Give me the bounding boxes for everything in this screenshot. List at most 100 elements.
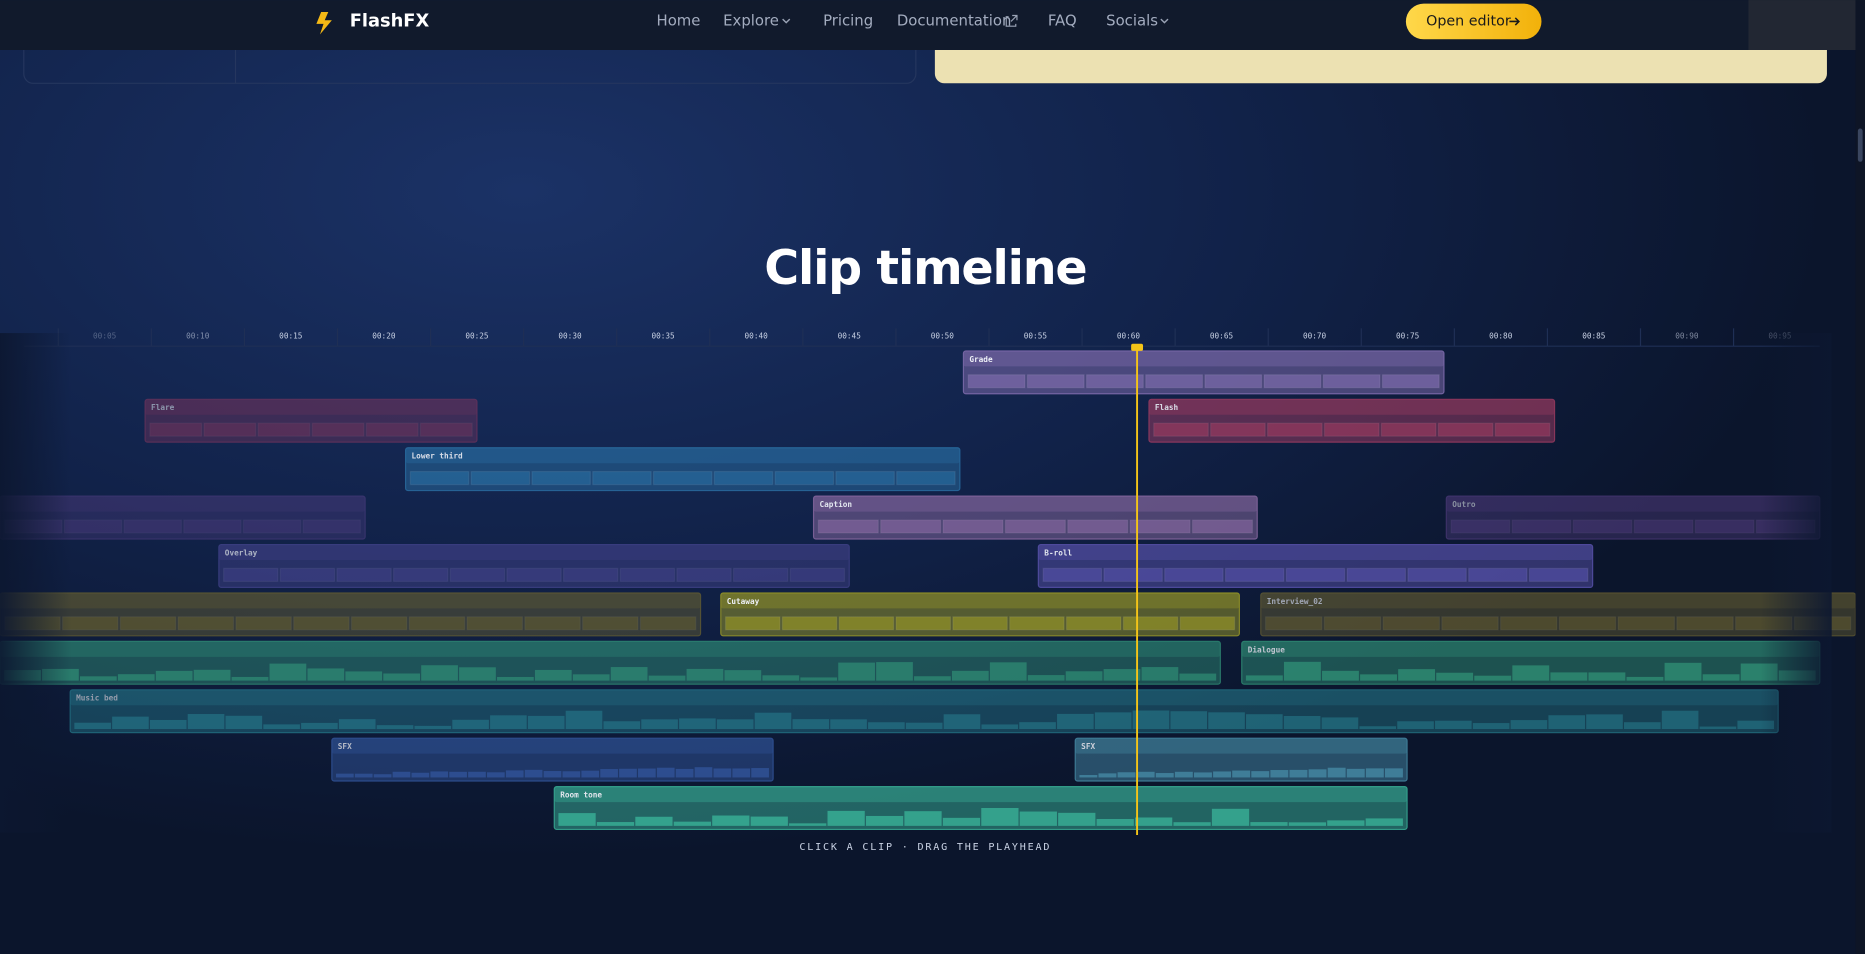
clip-header (331, 738, 774, 754)
nav-shade (1748, 0, 1865, 51)
scrollbar-thumb[interactable] (1857, 128, 1863, 162)
waveform-bar (1193, 772, 1212, 778)
clip[interactable]: Overlay (218, 543, 850, 588)
clip[interactable]: Room tone (553, 786, 1408, 831)
clip-header (0, 641, 1221, 657)
waveform-bar (193, 669, 231, 681)
waveform-bar (1155, 773, 1174, 778)
clip-frame (896, 470, 956, 486)
clip[interactable] (0, 640, 1221, 685)
waveform-bar (1435, 720, 1472, 730)
waveform-bar (534, 669, 572, 681)
waveform-bar (155, 670, 193, 681)
waveform-bar (263, 724, 300, 730)
nav-link[interactable]: Socials (1106, 11, 1158, 29)
clip[interactable]: SFX (1074, 737, 1408, 782)
clip[interactable]: Music bed (69, 689, 1779, 734)
waveform-bar (1019, 811, 1057, 826)
chevron (782, 18, 791, 24)
clip-frame (279, 567, 336, 583)
clip[interactable]: B-roll (1037, 543, 1594, 588)
waveform-bar (543, 771, 562, 778)
clip[interactable] (0, 592, 702, 637)
clip[interactable]: Flash (1148, 398, 1556, 443)
clip-frame (1381, 374, 1440, 389)
clip[interactable]: SFX (331, 737, 774, 782)
clip[interactable]: Outro (1445, 495, 1821, 540)
clip-frame (1323, 422, 1380, 437)
clip[interactable]: Interview_02 (1260, 592, 1857, 637)
waveform-bar (638, 768, 656, 778)
clip-frame (1633, 519, 1694, 534)
cta-button[interactable] (1405, 3, 1542, 40)
clip[interactable]: Lower third (404, 447, 961, 492)
clip-frame (124, 519, 182, 534)
clip-frame (942, 519, 1004, 534)
clip[interactable]: Grade (962, 350, 1445, 395)
nav-link[interactable]: Pricing (823, 11, 873, 29)
nav-links: Home Explore Pricing Documentation FAQ Social… (657, 11, 1159, 29)
clip-frame (1468, 567, 1528, 583)
waveform-bar (572, 674, 610, 681)
ruler-label: 00:90 (1675, 332, 1699, 341)
clip-frame (466, 616, 524, 631)
clip-frame (1676, 616, 1734, 631)
waveform-bar (686, 668, 724, 681)
waveform-bar (338, 719, 376, 730)
waveform-bar (1512, 665, 1550, 681)
waveform-bar (603, 721, 641, 730)
clip-frame (1122, 616, 1179, 631)
clip[interactable]: Caption (812, 495, 1258, 540)
waveform-bar (981, 724, 1019, 730)
waveform-bar (679, 718, 716, 730)
waveform-bar (648, 675, 686, 681)
waveform-bar (1174, 771, 1193, 778)
waveform-bar (1170, 711, 1208, 730)
clip[interactable]: Cutaway (720, 592, 1240, 637)
waveform-bar (1385, 768, 1403, 778)
nav-link[interactable]: Documentation (897, 11, 1012, 29)
waveform-bar (414, 725, 452, 730)
clip-header (1260, 592, 1856, 609)
waveform-bar (581, 770, 600, 778)
clip-frame (303, 519, 361, 534)
clip-frame (1224, 567, 1285, 583)
waveform-bar (1737, 720, 1775, 730)
clip[interactable]: Flare (144, 398, 478, 443)
brand-name[interactable]: FlashFX (350, 10, 430, 31)
edge-fade (0, 333, 72, 833)
clip-header (1241, 641, 1820, 657)
waveform-bar (673, 821, 711, 826)
waveform-bar (1664, 662, 1702, 681)
nav-link[interactable]: Home (657, 11, 701, 29)
waveform-bar (1510, 720, 1548, 730)
waveform-bar (1173, 822, 1211, 826)
clip[interactable]: Dialogue (1241, 640, 1821, 685)
clip-frame (183, 519, 242, 534)
nav-link[interactable]: FAQ (1048, 11, 1077, 29)
waveform-bar (827, 810, 865, 826)
waveform-bar (1251, 771, 1270, 778)
clip-frame (257, 422, 311, 437)
clip-frame (713, 470, 774, 486)
external-icon (1005, 14, 1018, 27)
waveform-bar (1094, 712, 1132, 730)
clip-frame (177, 616, 235, 631)
waveform-bar (656, 767, 675, 778)
waveform-bar (1588, 672, 1626, 681)
clip-label: Music bed (76, 694, 118, 703)
nav-link[interactable]: Explore (723, 11, 779, 29)
waveform-bar (524, 769, 543, 778)
playhead-handle[interactable] (1131, 343, 1144, 351)
waveform-bar (951, 670, 989, 681)
clip-frame (1380, 422, 1437, 437)
clip-frame (1263, 374, 1322, 389)
waveform-bar (383, 673, 421, 681)
waveform-bar (1096, 819, 1134, 826)
ruler-label: 00:20 (372, 332, 396, 341)
waveform-bar (1586, 714, 1623, 730)
waveform-bar (1550, 672, 1588, 681)
clip-frame (449, 567, 506, 583)
cta-label[interactable]: Open editor (1426, 13, 1511, 29)
clip-label: Flare (151, 403, 175, 412)
